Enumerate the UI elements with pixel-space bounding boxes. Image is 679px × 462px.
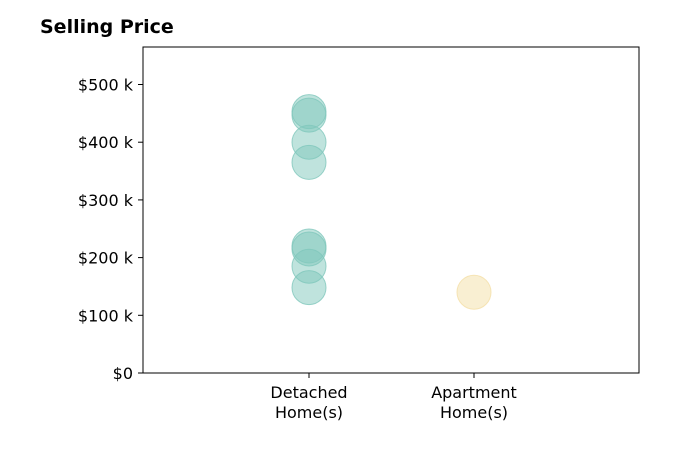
x-axis: Detached Home(s) Apartment Home(s) xyxy=(270,373,517,422)
data-point xyxy=(291,270,327,306)
y-tick-label: $500 k xyxy=(78,76,134,95)
y-tick-label: $400 k xyxy=(78,133,134,152)
points-layer xyxy=(291,94,492,310)
y-tick-label: $0 xyxy=(113,364,133,383)
y-axis: $0 $100 k $200 k $300 k $400 k $500 k xyxy=(78,76,143,383)
data-point xyxy=(291,144,327,180)
y-tick-label: $200 k xyxy=(78,249,134,268)
plot-frame xyxy=(142,46,640,374)
x-tick-label: Apartment Home(s) xyxy=(431,383,517,422)
data-point xyxy=(456,274,492,310)
y-tick-label: $100 k xyxy=(78,306,134,325)
chart-title: Selling Price xyxy=(40,16,174,38)
x-tick-label: Detached Home(s) xyxy=(270,383,347,422)
y-tick-label: $300 k xyxy=(78,191,134,210)
